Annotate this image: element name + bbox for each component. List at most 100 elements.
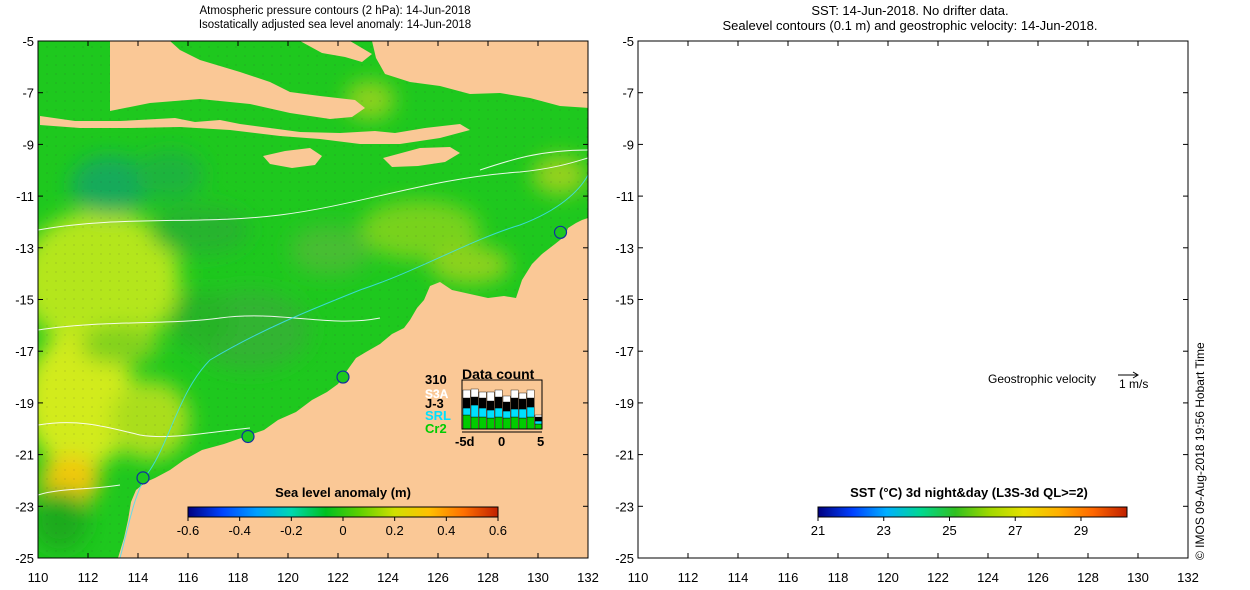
count-xtick-5: 5 [537,434,544,449]
data-count-bar [462,389,471,399]
sat-label-s3a: S3A [425,387,449,401]
colorbar-tick-label: -0.4 [228,523,250,538]
data-count-bar [486,400,495,411]
data-count-bar [478,397,487,409]
tide-gauge-marker [136,471,150,485]
y-tick-label: -9 [622,137,634,152]
cyan-contours [119,174,588,558]
data-count-bar [494,407,503,418]
data-count-bar [486,417,495,430]
x-tick-label: 114 [728,570,749,585]
colorbar-tick-label: 0.6 [489,523,507,538]
x-tick-label: 130 [527,570,549,585]
tide-gauge-marker [241,429,255,444]
sat-label-cr2: Cr2 [425,421,447,436]
y-tick-label: -17 [615,344,634,359]
x-tick-label: 132 [1177,570,1199,585]
x-tick-label: 128 [1077,570,1099,585]
right-title-line1: SST: 14-Jun-2018. No drifter data. [811,3,1009,18]
y-tick-label: -21 [15,448,34,463]
colorbar-tick-label: 0.4 [437,523,455,538]
y-tick-label: -25 [15,551,34,566]
x-tick-label: 116 [778,570,799,585]
y-tick-label: -13 [615,241,634,256]
colorbar-tick-label: -0.6 [177,523,199,538]
data-count-bar [518,408,527,419]
data-count-bar [502,401,511,412]
colorbar-tick-label: 27 [1008,523,1022,538]
tide-gauges [136,225,568,485]
data-count-bar [478,416,487,430]
y-tick-label: -13 [15,241,34,256]
data-count-bar [534,416,543,422]
data-count-bar [478,391,487,399]
colorbar-label-right: SST (°C) 3d night&day (L3S-3d QL>=2) [850,485,1088,500]
data-count-bar [526,389,535,399]
x-tick-label: 120 [277,570,299,585]
y-tick-label: -15 [15,293,34,308]
x-tick-label: 118 [228,570,249,585]
x-tick-label: 122 [927,570,949,585]
data-count-bar [502,395,511,403]
y-tick-label: -23 [615,499,634,514]
data-count-bar [518,417,527,430]
x-tick-label: 114 [128,570,149,585]
x-tick-label: 112 [678,570,699,585]
y-tick-label: -19 [15,396,34,411]
x-tick-label: 112 [78,570,99,585]
count-xtick-0: 0 [498,434,505,449]
colorbar-tick-label: 0.2 [386,523,404,538]
sat-label-j3: J-3 [425,396,444,411]
x-tick-label: 126 [427,570,449,585]
data-count-bar [462,397,471,409]
sat-label-srl: SRL [425,408,451,423]
x-tick-label: 110 [628,570,649,585]
y-tick-label: -5 [22,34,34,49]
y-tick-label: -15 [615,293,634,308]
cloud-gaps [1145,45,1186,78]
velocity-legend: Geostrophic velocity 1 m/s [988,371,1148,391]
x-tick-label: 126 [1027,570,1049,585]
data-count-bar [478,407,487,418]
y-tick-label: -9 [22,137,34,152]
left-title-line1: Atmospheric pressure contours (2 hPa): 1… [199,5,471,17]
data-count-bar [462,407,471,416]
data-count-title: Data count [462,366,535,382]
geostrophic-velocity-arrows [641,50,1187,550]
tide-gauge-marker [336,370,350,384]
data-count-bar [486,409,495,419]
colorbar-tick-label: 25 [942,523,956,538]
data-count-bar [470,396,479,406]
right-map-title: SST: 14-Jun-2018. No drifter data. Seale… [630,3,1190,33]
colorbar-tick-label: -0.2 [280,523,302,538]
y-tick-label: -11 [16,189,34,204]
y-tick-label: -7 [22,86,34,101]
data-count-bar [510,389,519,399]
x-tick-label: 128 [477,570,499,585]
x-tick-label: 124 [977,570,999,585]
data-count-max: 310 [425,372,447,387]
data-count-bar [494,396,503,409]
data-count-bar [470,404,479,418]
y-tick-label: -25 [615,551,634,566]
y-tick-label: -5 [622,34,634,49]
right-map-frame [637,40,1189,559]
x-tick-label: 130 [1127,570,1149,585]
data-count-bar [470,416,479,430]
colorbar-tick-label: 0 [339,523,346,538]
data-count-bar [510,416,519,430]
right-map-panel: -5 -7 -9 -11 -13 -15 -17 -19 -21 -23 -25 110 112 114 1… [615,34,1199,585]
data-count-bar [486,391,495,402]
data-count-bar [526,416,535,430]
pressure-contours [38,149,588,496]
x-tick-label: 120 [877,570,899,585]
colorbar-label-left: Sea level anomaly (m) [275,485,411,500]
left-title-line2: Isostatically adjusted sea level anomaly… [198,19,472,31]
x-tick-label: 110 [28,570,49,585]
data-count-bar [534,414,543,418]
y-tick-label: -23 [15,499,34,514]
land-mass-sst [640,41,1190,558]
data-count-bar [526,406,535,418]
data-count-bar [470,388,479,398]
left-map-title: Atmospheric pressure contours (2 hPa): 1… [60,4,610,32]
